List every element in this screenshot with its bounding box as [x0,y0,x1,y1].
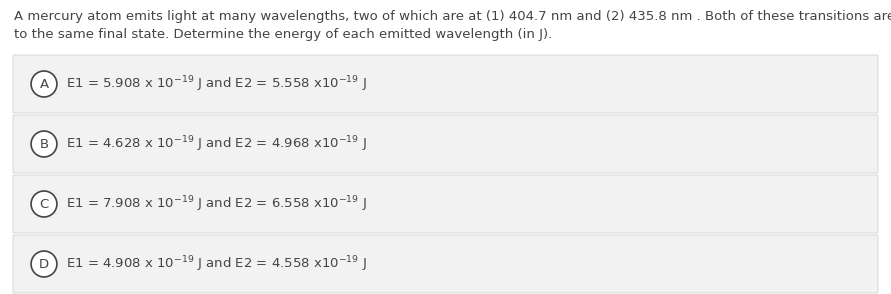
Text: E1 = 5.908 x 10$^{-19}$ J and E2 = 5.558 x10$^{-19}$ J: E1 = 5.908 x 10$^{-19}$ J and E2 = 5.558… [66,74,367,94]
FancyBboxPatch shape [13,235,878,293]
FancyBboxPatch shape [13,175,878,233]
Text: A: A [39,78,49,91]
Ellipse shape [31,251,57,277]
Ellipse shape [31,191,57,217]
Text: D: D [39,258,49,270]
Text: A mercury atom emits light at many wavelengths, two of which are at (1) 404.7 nm: A mercury atom emits light at many wavel… [14,10,891,23]
Text: E1 = 4.628 x 10$^{-19}$ J and E2 = 4.968 x10$^{-19}$ J: E1 = 4.628 x 10$^{-19}$ J and E2 = 4.968… [66,134,367,154]
Text: E1 = 4.908 x 10$^{-19}$ J and E2 = 4.558 x10$^{-19}$ J: E1 = 4.908 x 10$^{-19}$ J and E2 = 4.558… [66,254,367,274]
Text: to the same final state. Determine the energy of each emitted wavelength (in J).: to the same final state. Determine the e… [14,28,552,41]
FancyBboxPatch shape [13,55,878,113]
Text: C: C [39,198,49,211]
Ellipse shape [31,131,57,157]
Ellipse shape [31,71,57,97]
FancyBboxPatch shape [13,115,878,173]
Text: B: B [39,138,49,151]
Text: E1 = 7.908 x 10$^{-19}$ J and E2 = 6.558 x10$^{-19}$ J: E1 = 7.908 x 10$^{-19}$ J and E2 = 6.558… [66,194,367,214]
